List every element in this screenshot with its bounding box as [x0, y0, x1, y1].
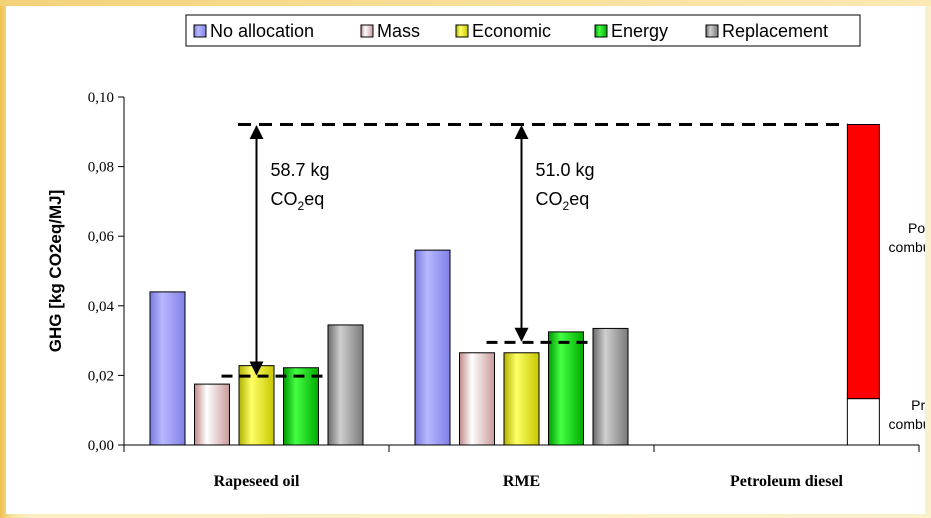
legend-label: Energy — [611, 21, 668, 41]
legend-swatch — [193, 24, 207, 38]
pre-combustion-label: Pre- — [911, 397, 925, 413]
x-category-label: RME — [503, 473, 540, 490]
bar-economic — [503, 352, 540, 446]
x-category-label: Rapeseed oil — [214, 473, 300, 490]
y-tick-label: 0,00 — [88, 438, 114, 454]
legend-swatch — [594, 24, 608, 38]
bar-economic — [238, 365, 275, 446]
legend-box — [185, 14, 861, 47]
axis-layer: 0,00 0,02 0,04 0,06 0,08 0,10 Rapeseed oil RME P… — [46, 90, 920, 490]
bar-no-allocation — [414, 249, 451, 446]
slide-background — [0, 0, 931, 6]
post-combustion-label: Post- — [908, 220, 925, 236]
y-tick-label: 0,04 — [88, 299, 115, 315]
difference-unit-label: CO2eq — [536, 189, 590, 213]
y-tick-label: 0,10 — [88, 90, 114, 106]
bar-mass — [459, 352, 495, 446]
legend-label: Mass — [377, 21, 420, 41]
legend-swatch — [455, 24, 469, 38]
legend-label: No allocation — [210, 21, 314, 41]
ghg-chart: 0,00 0,02 0,04 0,06 0,08 0,10 Rapeseed oil RME P… — [46, 14, 925, 490]
bar-pre-combustion — [846, 398, 880, 446]
bar-replacement — [327, 324, 364, 446]
y-tick-label: 0,06 — [88, 229, 115, 245]
bar-post-combustion — [846, 123, 880, 400]
legend-swatch — [705, 24, 719, 38]
y-tick-label: 0,08 — [88, 160, 114, 176]
bar-energy — [548, 331, 584, 446]
difference-value-label: 58.7 kg — [271, 160, 330, 180]
difference-unit-label: CO2eq — [271, 189, 325, 213]
legend-label: Replacement — [722, 21, 828, 41]
legend: No allocation Mass Economic Energy Replaceme… — [185, 14, 861, 47]
legend-label: Economic — [472, 21, 551, 41]
bars-layer: Post-combustion Pre-combustion — [149, 123, 925, 446]
post-combustion-label: combustion — [889, 239, 925, 255]
bar-mass — [194, 383, 230, 446]
bar-energy — [283, 367, 319, 446]
bar-replacement — [592, 327, 629, 446]
difference-value-label: 51.0 kg — [536, 160, 595, 180]
y-tick-label: 0,02 — [88, 368, 114, 384]
y-axis-label: GHG [kg CO2eq/MJ] — [46, 190, 65, 352]
chart-panel: 0,00 0,02 0,04 0,06 0,08 0,10 Rapeseed oil RME P… — [6, 6, 925, 514]
pre-combustion-label: combustion — [889, 416, 925, 432]
annotation-layer: 58.7 kg CO2eq 51.0 kg CO2eq — [221, 122, 848, 378]
legend-swatch — [360, 24, 374, 38]
bar-no-allocation — [149, 291, 186, 446]
x-category-label: Petroleum diesel — [730, 473, 844, 490]
